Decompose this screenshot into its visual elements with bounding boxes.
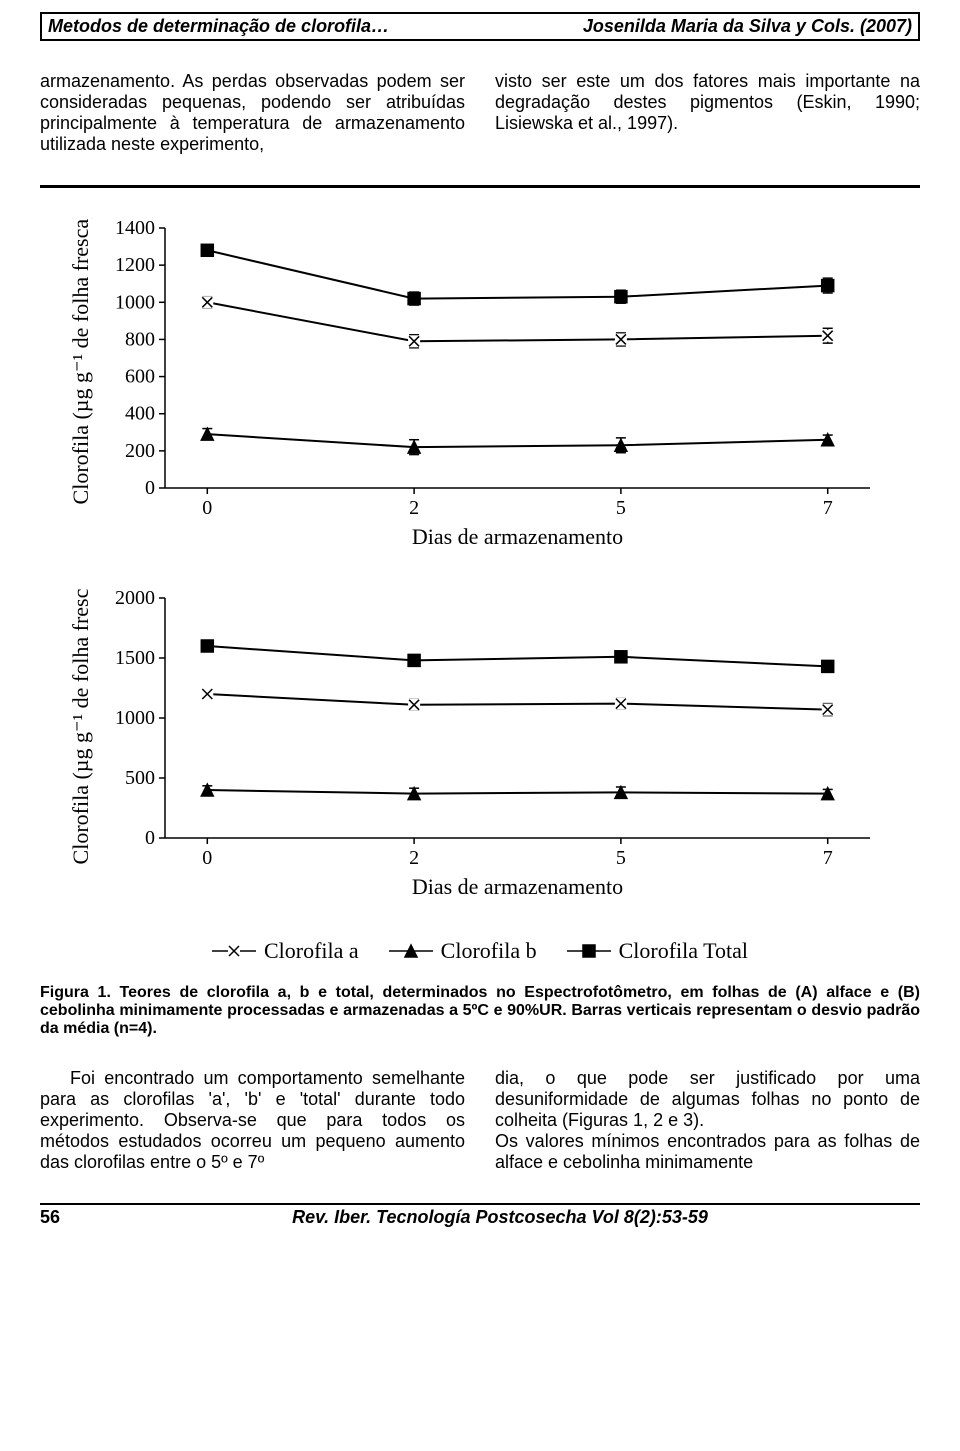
upper-body-left: armazenamento. As perdas observadas pode… <box>40 71 465 155</box>
svg-text:1000: 1000 <box>115 707 155 729</box>
header-right: Josenilda Maria da Silva y Cols. (2007) <box>583 16 912 37</box>
svg-text:7: 7 <box>823 497 833 519</box>
svg-text:5: 5 <box>616 497 626 519</box>
chart-legend: Clorofila a Clorofila b Clorofila Total <box>40 938 920 964</box>
upper-body-text: armazenamento. As perdas observadas pode… <box>40 71 920 155</box>
legend-label-b: Clorofila b <box>441 938 537 964</box>
legend-item-a: Clorofila a <box>212 938 359 964</box>
svg-text:0: 0 <box>145 827 155 849</box>
running-footer: 56 Rev. Iber. Tecnología Postcosecha Vol… <box>40 1203 920 1228</box>
svg-text:Clorofila (µg g⁻¹ de folha fre: Clorofila (µg g⁻¹ de folha fresca) <box>70 588 93 864</box>
svg-text:1400: 1400 <box>115 218 155 239</box>
svg-text:Dias de armazenamento: Dias de armazenamento <box>412 524 623 549</box>
legend-item-b: Clorofila b <box>389 938 537 964</box>
svg-text:800: 800 <box>125 328 155 350</box>
svg-text:0: 0 <box>145 477 155 499</box>
footer-page-number: 56 <box>40 1207 80 1228</box>
svg-text:2: 2 <box>409 847 419 869</box>
svg-text:Clorofila (µg g⁻¹ de folha fre: Clorofila (µg g⁻¹ de folha fresca) <box>70 218 93 504</box>
svg-text:5: 5 <box>616 847 626 869</box>
svg-text:7: 7 <box>823 847 833 869</box>
chart-a-svg: 0 200 400 600 800 1000 1200 1400 0 2 5 7 Clorofila (… <box>70 218 890 558</box>
lower-body-right: dia, o que pode ser justificado por uma … <box>495 1068 920 1173</box>
chart-b: 0 500 1000 1500 2000 0 2 5 7 Clorofila (µg g⁻¹ de… <box>60 588 900 908</box>
legend-swatch-x-icon <box>212 941 256 961</box>
legend-swatch-triangle-icon <box>389 941 433 961</box>
figure-caption: Figura 1. Teores de clorofila a, b e tot… <box>40 984 920 1038</box>
svg-text:500: 500 <box>125 767 155 789</box>
svg-text:0: 0 <box>202 847 212 869</box>
svg-text:1200: 1200 <box>115 254 155 276</box>
svg-text:400: 400 <box>125 403 155 425</box>
legend-label-total: Clorofila Total <box>619 938 748 964</box>
svg-text:1500: 1500 <box>115 647 155 669</box>
header-left: Metodos de determinação de clorofila… <box>48 16 389 37</box>
svg-text:2: 2 <box>409 497 419 519</box>
footer-journal: Rev. Iber. Tecnología Postcosecha Vol 8(… <box>80 1207 920 1228</box>
svg-text:1000: 1000 <box>115 291 155 313</box>
svg-text:0: 0 <box>202 497 212 519</box>
legend-item-total: Clorofila Total <box>567 938 748 964</box>
lower-body-left: Foi encontrado um comportamento semelhan… <box>40 1068 465 1173</box>
legend-swatch-square-icon <box>567 941 611 961</box>
upper-body-right: visto ser este um dos fatores mais impor… <box>495 71 920 155</box>
chart-b-svg: 0 500 1000 1500 2000 0 2 5 7 Clorofila (µg g⁻¹ de… <box>70 588 890 908</box>
svg-text:2000: 2000 <box>115 588 155 609</box>
lower-body-text: Foi encontrado um comportamento semelhan… <box>40 1068 920 1173</box>
section-rule <box>40 185 920 188</box>
svg-text:600: 600 <box>125 366 155 388</box>
svg-text:Dias de armazenamento: Dias de armazenamento <box>412 874 623 899</box>
running-header: Metodos de determinação de clorofila… Jo… <box>40 12 920 41</box>
chart-a: 0 200 400 600 800 1000 1200 1400 0 2 5 7 Clorofila (… <box>60 218 900 558</box>
legend-label-a: Clorofila a <box>264 938 359 964</box>
svg-text:200: 200 <box>125 440 155 462</box>
